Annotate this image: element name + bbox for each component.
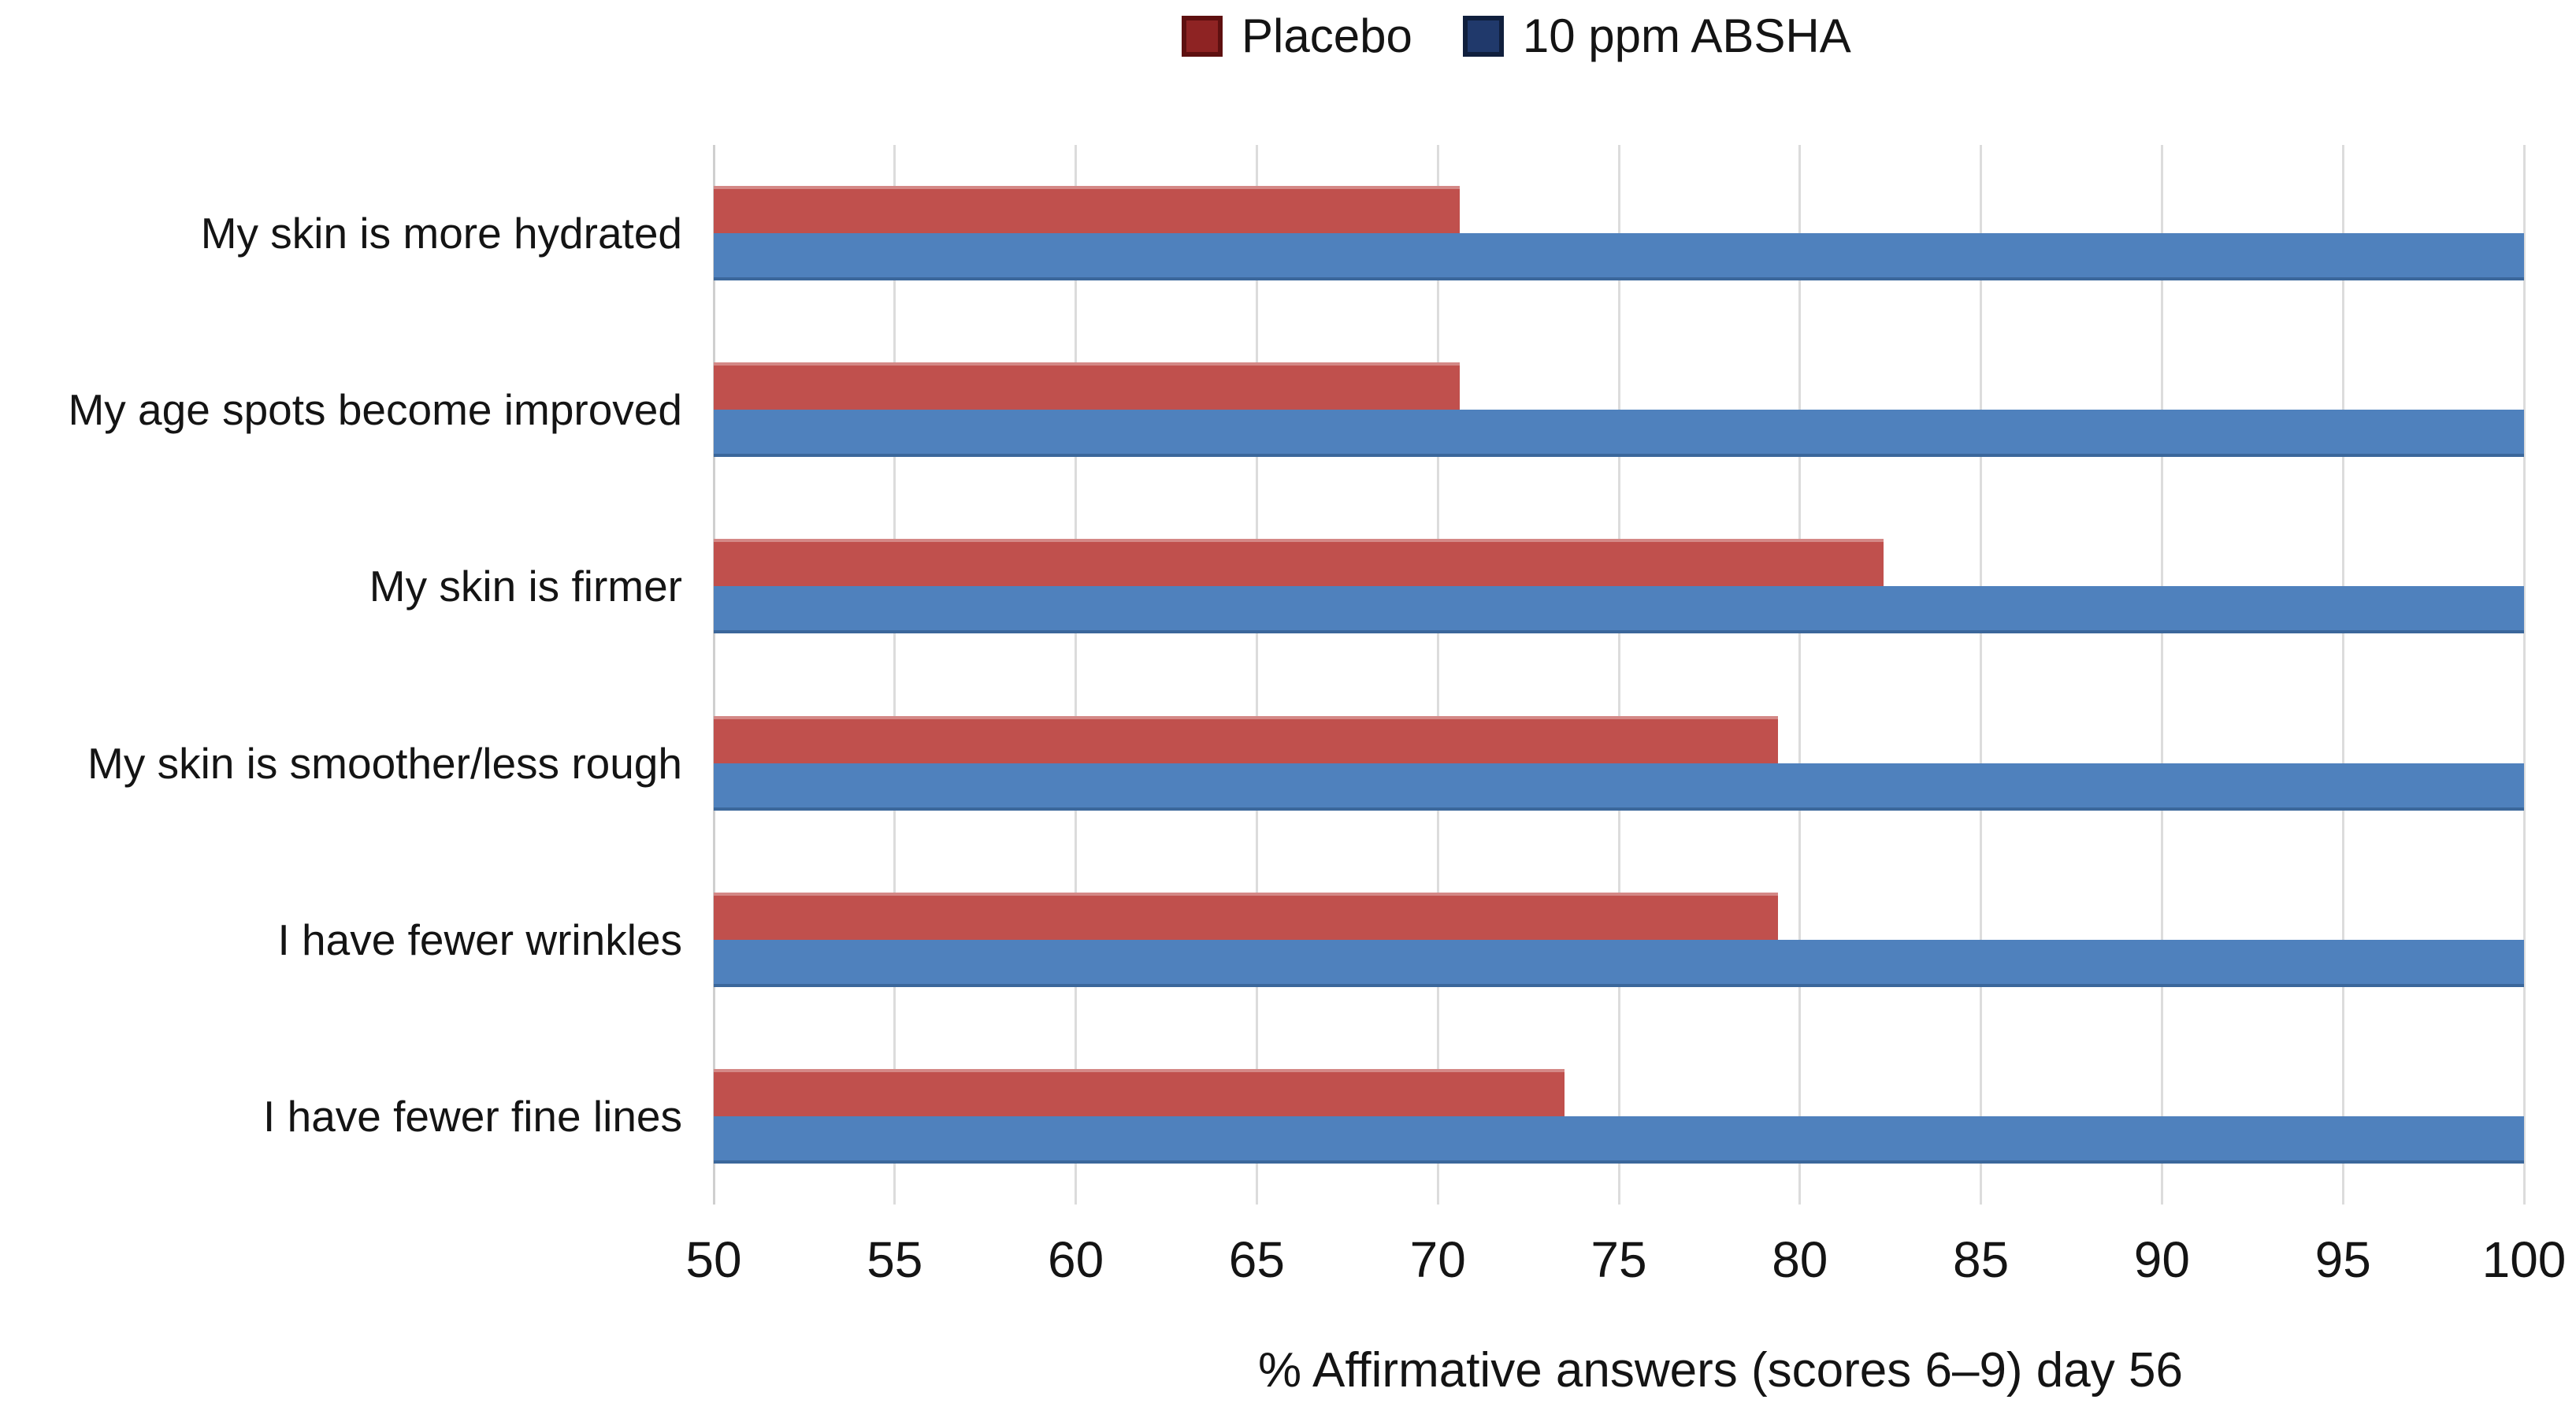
bar-absha <box>714 410 2524 458</box>
bar-placebo <box>714 362 1460 410</box>
x-tick-label: 90 <box>2133 1231 2190 1288</box>
plot-area <box>712 145 2526 1205</box>
x-tick-label: 50 <box>685 1231 742 1288</box>
gridline <box>2160 145 2163 1205</box>
category-label: I have fewer wrinkles <box>277 915 682 964</box>
legend-swatch-absha-icon <box>1462 16 1504 57</box>
category-label: My skin is firmer <box>369 562 682 611</box>
bar-placebo <box>714 715 1779 763</box>
category-axis: My skin is more hydrated My age spots bec… <box>0 145 682 1205</box>
legend-label-absha: 10 ppm ABSHA <box>1522 9 1851 62</box>
bar-absha <box>714 1115 2524 1164</box>
x-tick-label: 65 <box>1228 1231 1285 1288</box>
legend: Placebo 10 ppm ABSHA <box>1182 11 1851 61</box>
bar-placebo <box>714 186 1460 234</box>
category-label: My skin is more hydrated <box>200 209 682 258</box>
x-tick-label: 100 <box>2481 1231 2567 1288</box>
x-tick-label: 70 <box>1409 1231 1466 1288</box>
gridline <box>2341 145 2344 1205</box>
category-label: My age spots become improved <box>68 385 682 435</box>
gridline <box>1617 145 1620 1205</box>
gridline <box>712 145 715 1205</box>
x-tick-label: 80 <box>1772 1231 1828 1288</box>
x-axis-ticks: 50 55 60 65 70 75 80 85 90 95 100 <box>0 1231 2576 1294</box>
bar-absha <box>714 763 2524 811</box>
gridline <box>1436 145 1439 1205</box>
x-tick-label: 55 <box>867 1231 923 1288</box>
x-tick-label: 60 <box>1048 1231 1104 1288</box>
bar-placebo <box>714 1068 1565 1116</box>
x-tick-label: 85 <box>1953 1231 2010 1288</box>
gridline <box>1255 145 1258 1205</box>
gridline <box>2522 145 2526 1205</box>
legend-item-placebo: Placebo <box>1182 11 1412 61</box>
legend-label-placebo: Placebo <box>1242 9 1412 62</box>
bar-absha <box>714 233 2524 281</box>
gridline <box>1980 145 1983 1205</box>
bar-absha <box>714 939 2524 987</box>
gridline <box>1798 145 1802 1205</box>
x-axis-title: % Affirmative answers (scores 6–9) day 5… <box>1258 1343 2183 1398</box>
bar-placebo <box>714 892 1779 940</box>
bar-absha <box>714 586 2524 634</box>
bar-placebo <box>714 539 1884 587</box>
category-label: My skin is smoother/less rough <box>87 738 682 788</box>
category-label: I have fewer fine lines <box>263 1091 682 1141</box>
gridline <box>1075 145 1078 1205</box>
gridline <box>893 145 896 1205</box>
x-tick-label: 75 <box>1591 1231 1647 1288</box>
legend-item-absha: 10 ppm ABSHA <box>1462 9 1851 62</box>
legend-swatch-placebo-icon <box>1182 16 1223 57</box>
x-tick-label: 95 <box>2314 1231 2371 1288</box>
